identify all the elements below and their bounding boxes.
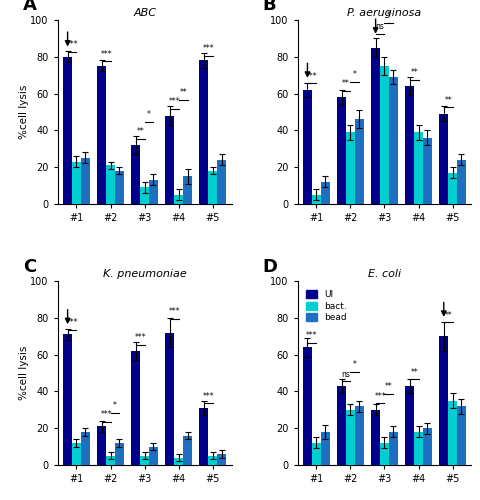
Text: ***: *** [373,392,385,400]
Bar [149,180,157,204]
Title: P. aeruginosa: P. aeruginosa [347,8,421,18]
Bar [199,408,208,465]
Text: B: B [262,0,276,14]
Text: ***: *** [168,98,180,106]
Bar [149,446,157,465]
Title: ABC: ABC [133,8,156,18]
Bar [174,458,183,465]
Bar [106,456,115,465]
Bar [354,120,363,204]
Bar [97,66,106,204]
Text: **: ** [444,310,451,320]
Bar [379,443,388,465]
Text: *: * [352,360,356,370]
Text: **: ** [341,79,349,88]
Text: ***: *** [66,318,78,327]
Bar [311,443,320,465]
Bar [388,77,397,204]
Bar [81,432,90,465]
Bar [447,172,456,204]
Bar [413,432,422,465]
Bar [345,410,354,465]
Bar [199,60,208,204]
Text: ns: ns [341,370,349,378]
Text: *: * [352,70,356,79]
Bar [405,86,413,204]
Text: ***: *** [202,392,214,400]
Y-axis label: %cell lysis: %cell lysis [19,346,29,400]
Bar [371,48,379,204]
Bar [140,456,149,465]
Bar [345,132,354,204]
Bar [405,386,413,465]
Bar [422,428,431,465]
Bar [72,162,81,204]
Bar [115,443,123,465]
Text: ***: *** [100,50,112,58]
Title: K. pneumoniae: K. pneumoniae [103,269,186,279]
Bar [140,188,149,204]
Bar [131,351,140,465]
Bar [165,116,174,204]
Bar [97,426,106,465]
Text: ***: *** [134,333,146,342]
Bar [438,114,447,204]
Bar [174,194,183,204]
Bar [115,171,123,204]
Text: *: * [113,401,117,410]
Bar [72,443,81,465]
Bar [63,334,72,465]
Text: C: C [23,258,36,276]
Bar [81,158,90,204]
Bar [336,386,345,465]
Bar [208,171,217,204]
Bar [388,432,397,465]
Bar [371,410,379,465]
Text: ***: *** [305,331,317,340]
Bar [413,132,422,204]
Bar [354,406,363,465]
Text: **: ** [444,96,451,104]
Bar [106,166,115,204]
Bar [438,336,447,465]
Bar [302,90,311,204]
Text: ***: *** [305,72,317,80]
Bar [183,176,192,204]
Bar [379,66,388,204]
Bar [320,432,329,465]
Text: *: * [147,110,151,120]
Bar [311,194,320,204]
Text: **: ** [136,127,144,136]
Text: **: ** [409,68,417,77]
Bar [131,145,140,204]
Bar [217,454,226,465]
Bar [208,456,217,465]
Bar [63,57,72,204]
Bar [336,97,345,204]
Text: **: ** [179,88,187,97]
Text: ns: ns [375,22,384,31]
Legend: UI, bact., bead: UI, bact., bead [305,290,348,323]
Bar [320,182,329,204]
Bar [456,160,465,204]
Bar [422,138,431,204]
Text: **: ** [409,368,417,376]
Text: ***: *** [168,307,180,316]
Title: E. coli: E. coli [367,269,400,279]
Y-axis label: %cell lysis: %cell lysis [19,85,29,139]
Bar [302,348,311,465]
Bar [217,160,226,204]
Text: **: ** [384,382,392,392]
Text: A: A [23,0,37,14]
Text: D: D [262,258,277,276]
Bar [183,436,192,465]
Bar [456,406,465,465]
Text: ***: *** [100,410,112,419]
Bar [165,332,174,465]
Text: ***: *** [66,40,78,50]
Text: *: * [386,11,390,20]
Bar [447,400,456,465]
Text: ***: *** [202,44,214,53]
